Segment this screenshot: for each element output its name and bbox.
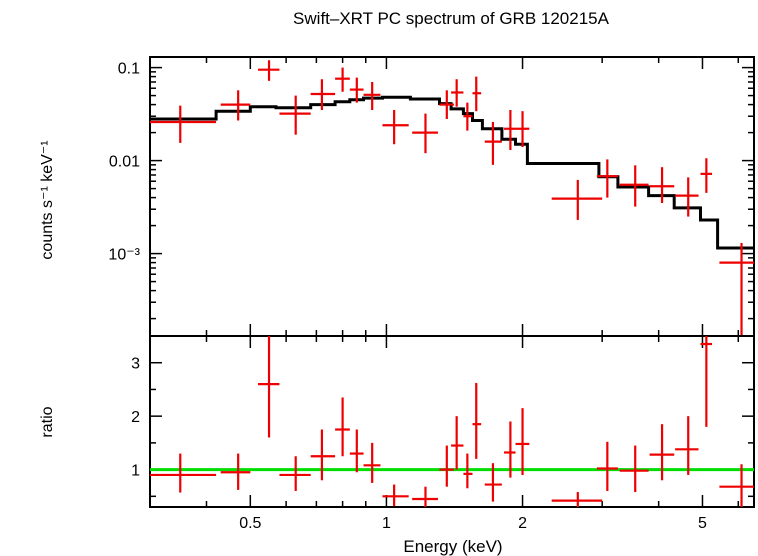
ratio-data-point (504, 421, 516, 478)
spectrum-data-point (335, 67, 350, 92)
chart-title: Swift–XRT PC spectrum of GRB 120215A (293, 9, 610, 28)
spectrum-data-point (700, 158, 713, 193)
ratio-data-point (700, 336, 713, 427)
x-tick-label: 0.5 (239, 515, 261, 532)
ratio-data-point (220, 453, 251, 490)
ratio-data-point (551, 492, 603, 507)
spectrum-y-tick-label: 10⁻³ (108, 247, 140, 264)
spectrum-data-point (439, 90, 454, 120)
ratio-data-point (310, 429, 336, 481)
x-tick-label: 1 (382, 515, 391, 532)
x-tick-label: 2 (518, 515, 527, 532)
spectrum-y-tick-label: 0.01 (109, 154, 140, 171)
ratio-data-point (150, 453, 217, 493)
ratio-y-tick-label: 2 (131, 409, 140, 426)
spectrum-data-point (596, 159, 618, 198)
spectrum-data-point (412, 113, 438, 154)
ratio-data-point (382, 484, 409, 506)
ratio-data-point (335, 397, 350, 457)
spectrum-data-point (220, 90, 251, 121)
ratio-data-point (649, 424, 675, 481)
spectrum-data-point (463, 102, 473, 131)
spectrum-data-point (619, 165, 649, 207)
spectrum-data-point (279, 95, 311, 135)
spectrum-data-point (472, 76, 482, 112)
ratio-data-point (279, 456, 311, 491)
spectrum-data-point (349, 77, 364, 103)
spectrum-panel: 0.1 0.01 10⁻³ (108, 56, 755, 337)
ratio-data-point (619, 445, 649, 493)
spectrum-data-point (484, 122, 502, 165)
spectrum-data-point (675, 177, 699, 217)
ratio-data-point (515, 408, 530, 475)
spectrum-data-point (258, 60, 280, 81)
ratio-data-point (363, 442, 381, 483)
ratio-data-point (451, 416, 464, 470)
ratio-y-tick-label: 3 (131, 356, 140, 373)
spectrum-data-point (649, 167, 675, 203)
x-axis-label: Energy (keV) (403, 537, 502, 556)
ratio-panel: 0.5 1 2 5 1 2 3 (131, 335, 755, 532)
ratio-data-point (258, 336, 280, 438)
ratio-data-point (463, 453, 473, 489)
ratio-data-point (596, 441, 618, 491)
spectrum-data-point (150, 105, 217, 143)
ratio-y-axis-label: ratio (39, 406, 56, 437)
ratio-data-point (484, 463, 502, 502)
spectrum-data-point (310, 79, 336, 110)
spectrum-data-point (719, 243, 754, 336)
spectrum-data-point (382, 109, 409, 145)
model-step-line (150, 95, 754, 250)
ratio-data-point (472, 383, 482, 459)
ratio-y-tick-label: 1 (131, 463, 140, 480)
ratio-data-point (439, 445, 454, 487)
spectrum-y-axis-label: counts s⁻¹ keV⁻¹ (39, 140, 56, 259)
spectrum-data-point (551, 179, 603, 220)
spectrum-data-point (504, 109, 516, 150)
ratio-data-point (719, 464, 754, 507)
spectrum-data-point (451, 79, 464, 107)
spectrum-data-point (515, 111, 530, 148)
ratio-data-point (349, 429, 364, 473)
spectrum-data-point (363, 82, 381, 110)
spectrum-y-tick-label: 0.1 (118, 61, 140, 78)
ratio-data-point (412, 486, 438, 507)
x-tick-label: 5 (698, 515, 707, 532)
ratio-data-point (675, 416, 699, 475)
ratio-plot-frame (149, 335, 755, 508)
